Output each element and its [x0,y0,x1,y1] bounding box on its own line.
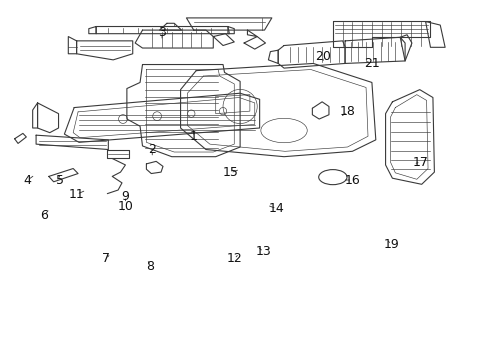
Text: 6: 6 [40,210,48,222]
Text: 11: 11 [69,188,84,201]
Text: 19: 19 [384,238,399,251]
Text: 16: 16 [344,174,360,186]
Text: 5: 5 [55,174,64,186]
Text: 20: 20 [315,50,331,63]
Text: 4: 4 [24,174,32,186]
Text: 18: 18 [340,105,355,118]
Text: 12: 12 [226,252,242,265]
Text: 7: 7 [102,252,110,265]
Text: 21: 21 [364,57,380,70]
Text: 3: 3 [158,27,166,40]
Text: 15: 15 [222,166,238,179]
Text: 2: 2 [148,143,156,156]
Text: 13: 13 [256,245,271,258]
Text: 14: 14 [269,202,285,215]
Text: 1: 1 [190,130,197,144]
Text: 10: 10 [118,201,133,213]
Text: 9: 9 [122,190,129,203]
Text: 8: 8 [146,260,154,273]
Text: 17: 17 [413,156,429,168]
